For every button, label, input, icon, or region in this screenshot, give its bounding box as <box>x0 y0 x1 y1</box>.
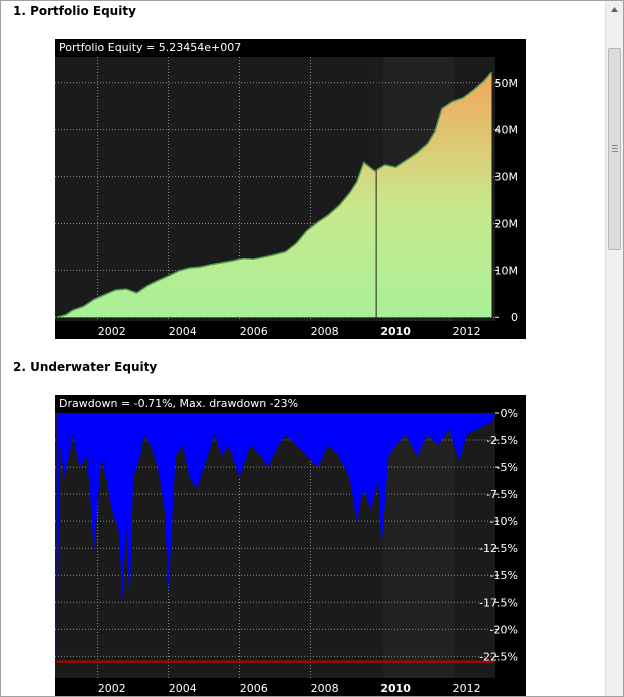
y-tick-label: -2.5% <box>486 434 518 447</box>
x-tick-label: 2010 <box>380 325 411 338</box>
grip-line <box>612 151 618 152</box>
x-tick-label: 2008 <box>311 682 339 695</box>
grip-line <box>612 148 618 149</box>
x-tick-label: 2002 <box>98 682 126 695</box>
underwater-equity-chart: 0% -2.5% -5% -7.5% -10% -12.5% -15% -17.5% -20% -… <box>55 395 526 696</box>
portfolio-equity-svg: 0 10M 20M 30M 40M 50M 2002 2004 2006 2008 2010 2012… <box>55 39 526 339</box>
x-tick-label: 2008 <box>311 325 339 338</box>
y-tick-label: -17.5% <box>479 596 518 609</box>
y-tick-label: 50M <box>495 77 519 90</box>
x-tick-label: 2004 <box>169 325 197 338</box>
y-tick-label: 20M <box>495 217 519 230</box>
equity-area <box>56 72 492 318</box>
grip-line <box>612 145 618 146</box>
x-tick-label: 2006 <box>240 682 268 695</box>
y-tick-label: -15% <box>490 569 518 582</box>
underwater-equity-svg: 0% -2.5% -5% -7.5% -10% -12.5% -15% -17.5% -20% -… <box>55 395 526 696</box>
section-title-portfolio-equity: 1. Portfolio Equity <box>13 4 136 18</box>
y-tick-label: -22.5% <box>479 650 518 663</box>
year-band <box>383 413 455 678</box>
y-tick-label: 0 <box>511 311 518 324</box>
y-tick-label: -12.5% <box>479 542 518 555</box>
section-title-underwater-equity: 2. Underwater Equity <box>13 360 158 374</box>
scrollbar-thumb[interactable] <box>608 48 621 250</box>
x-tick-label: 2002 <box>98 325 126 338</box>
y-tick-label: -7.5% <box>486 488 518 501</box>
y-tick-label: 30M <box>495 171 519 184</box>
y-tick-label: 10M <box>495 264 519 277</box>
x-tick-label: 2012 <box>453 682 481 695</box>
x-tick-label: 2012 <box>453 325 481 338</box>
scroll-up-button[interactable] <box>606 1 623 18</box>
vertical-scrollbar[interactable] <box>605 1 623 696</box>
y-tick-label: -20% <box>490 623 518 636</box>
x-tick-label: 2006 <box>240 325 268 338</box>
y-tick-label: -5% <box>497 461 518 474</box>
y-tick-label: 40M <box>495 124 519 137</box>
x-tick-label: 2010 <box>380 682 411 695</box>
portfolio-equity-chart: 0 10M 20M 30M 40M 50M 2002 2004 2006 2008 2010 2012… <box>55 39 526 339</box>
equity-line <box>56 71 493 318</box>
y-tick-label: -10% <box>490 515 518 528</box>
chart-title: Portfolio Equity = 5.23454e+007 <box>59 41 241 54</box>
arrow-up-icon <box>611 7 618 12</box>
x-tick-label: 2004 <box>169 682 197 695</box>
y-tick-label: 0% <box>501 407 518 420</box>
chart-title: Drawdown = -0.71%, Max. drawdown -23% <box>59 397 298 410</box>
drawdown-area <box>56 413 494 662</box>
